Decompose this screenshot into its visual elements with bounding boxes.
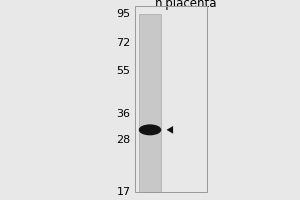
Text: 55: 55 — [116, 66, 130, 76]
Text: h.placenta: h.placenta — [155, 0, 217, 10]
Text: 72: 72 — [116, 38, 130, 48]
Text: 36: 36 — [116, 109, 130, 119]
Bar — [135, 6, 207, 192]
Ellipse shape — [139, 124, 161, 135]
Bar — [139, 14, 161, 192]
Text: 17: 17 — [116, 187, 130, 197]
Text: 28: 28 — [116, 135, 130, 145]
Text: 95: 95 — [116, 9, 130, 19]
Polygon shape — [167, 126, 173, 134]
